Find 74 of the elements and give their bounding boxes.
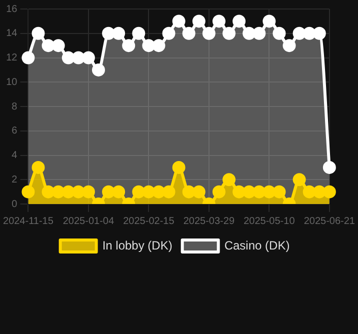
point bbox=[122, 39, 136, 52]
point bbox=[142, 185, 156, 198]
point bbox=[182, 185, 196, 198]
point bbox=[162, 185, 176, 198]
y-tick-label: 2 bbox=[12, 174, 18, 186]
point bbox=[312, 185, 326, 198]
point bbox=[172, 14, 186, 28]
y-tick-label: 4 bbox=[12, 150, 18, 161]
x-tick-label: 2025-06-21 bbox=[304, 216, 356, 227]
x-tick-label: 2024-11-15 bbox=[2, 216, 54, 227]
point bbox=[202, 26, 216, 40]
point bbox=[272, 185, 286, 198]
point bbox=[322, 160, 336, 174]
x-tick-label: 2025-03-29 bbox=[183, 216, 235, 227]
point bbox=[72, 185, 85, 198]
point bbox=[32, 160, 45, 174]
point bbox=[112, 185, 126, 198]
x-tick-label: 2025-05-10 bbox=[244, 216, 296, 227]
point bbox=[222, 26, 236, 40]
y-tick-label: 8 bbox=[12, 101, 18, 112]
point bbox=[22, 185, 35, 198]
point bbox=[112, 26, 126, 40]
point bbox=[272, 26, 286, 40]
point bbox=[62, 51, 75, 64]
x-tick-label: 2025-01-04 bbox=[62, 216, 114, 227]
point bbox=[132, 185, 146, 198]
point bbox=[212, 185, 226, 198]
point bbox=[52, 39, 65, 52]
point bbox=[142, 39, 156, 52]
point bbox=[132, 26, 146, 40]
x-tick-label: 2025-02-15 bbox=[123, 216, 175, 227]
point bbox=[222, 173, 236, 186]
point bbox=[102, 185, 116, 198]
point bbox=[152, 39, 166, 52]
point bbox=[292, 173, 306, 186]
point bbox=[172, 160, 186, 174]
y-tick-label: 16 bbox=[6, 4, 18, 15]
y-tick-label: 6 bbox=[12, 126, 18, 137]
point bbox=[192, 185, 206, 198]
point bbox=[302, 185, 316, 198]
point bbox=[182, 26, 196, 40]
point bbox=[52, 185, 65, 198]
point bbox=[192, 14, 206, 28]
point bbox=[262, 185, 276, 198]
point bbox=[252, 26, 266, 40]
point bbox=[162, 26, 176, 40]
point bbox=[282, 39, 296, 52]
legend-label: In lobby (DK) bbox=[102, 238, 172, 252]
point bbox=[232, 14, 246, 28]
point bbox=[262, 14, 276, 28]
point bbox=[242, 26, 256, 40]
point bbox=[42, 185, 55, 198]
point bbox=[92, 63, 105, 76]
point bbox=[82, 185, 95, 198]
point bbox=[42, 39, 55, 52]
y-tick-label: 14 bbox=[6, 28, 18, 40]
point bbox=[292, 26, 306, 40]
point bbox=[252, 185, 266, 198]
point bbox=[212, 14, 226, 28]
y-tick-label: 12 bbox=[6, 52, 18, 64]
point bbox=[302, 26, 316, 40]
point bbox=[232, 185, 246, 198]
y-tick-label: 10 bbox=[6, 76, 18, 88]
point bbox=[62, 185, 75, 198]
point bbox=[312, 26, 326, 40]
point bbox=[32, 26, 45, 40]
legend-label: Casino (DK) bbox=[224, 238, 290, 252]
point bbox=[102, 26, 116, 40]
point bbox=[82, 51, 95, 64]
point bbox=[72, 51, 85, 64]
point bbox=[152, 185, 166, 198]
point bbox=[322, 185, 336, 198]
y-tick-label: 0 bbox=[12, 198, 18, 210]
point bbox=[242, 185, 256, 198]
